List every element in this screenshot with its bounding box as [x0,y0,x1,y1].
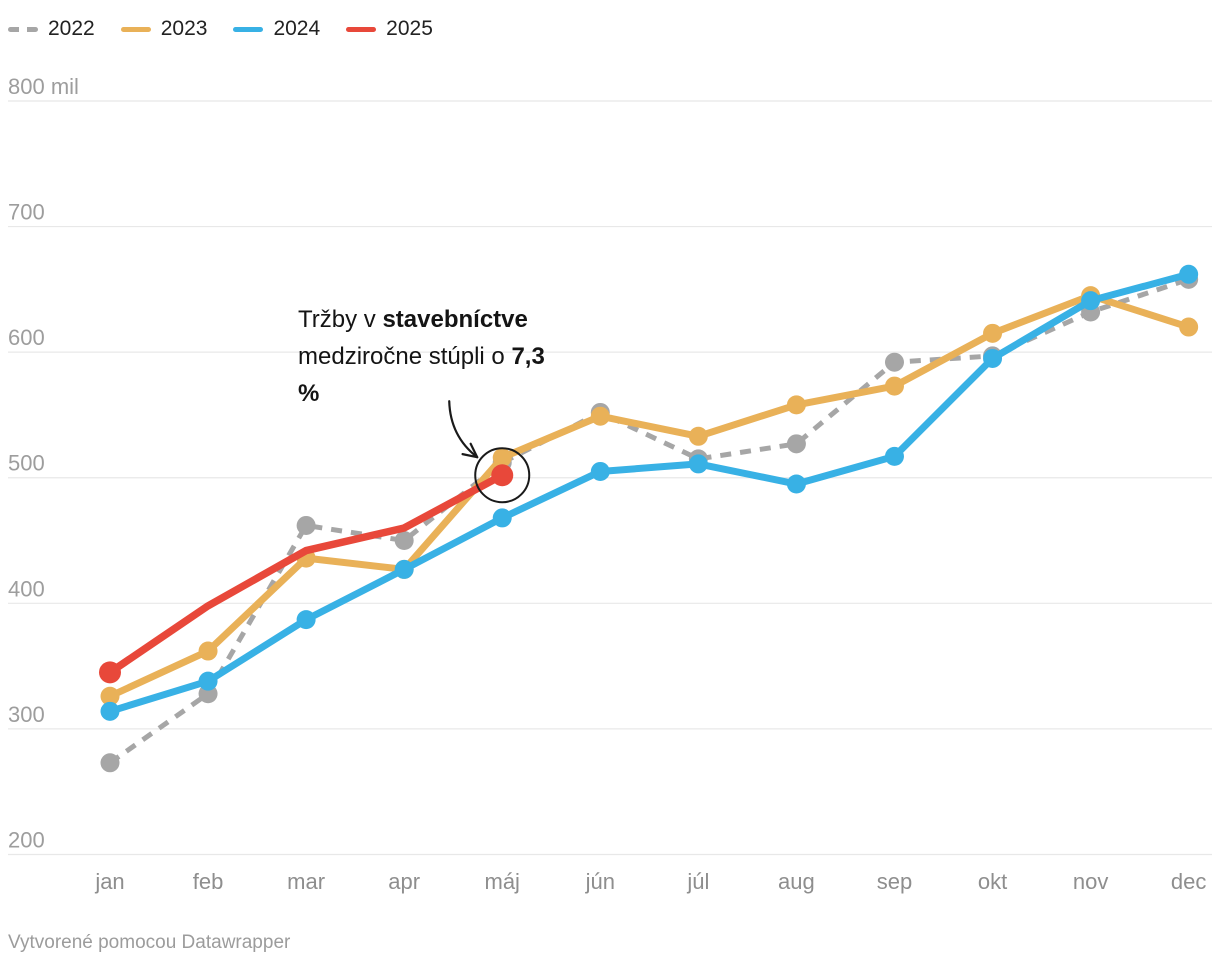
y-axis-label: 800 mil [8,74,79,99]
legend-swatch-2025 [346,26,377,32]
y-axis-label: 500 [8,451,45,476]
data-point-2024-feb [198,671,218,691]
data-point-2024-aug [786,474,806,494]
annotation-segment: 7,3 [511,343,545,370]
data-point-2022-aug [786,434,806,454]
annotation-segment: Tržby v [298,306,383,333]
data-point-2023-jan [100,686,120,706]
y-axis-label: 200 [8,827,45,852]
annotation-text: Tržby v stavebníctve medziročne stúpli o … [298,301,598,412]
legend-item-2024: 2024 [233,17,320,41]
data-point-2022-apr [394,531,414,551]
annotation-arrowhead [461,442,479,459]
data-point-2024-jún [590,461,610,481]
data-point-2024-sep [884,446,904,466]
annotation-arrow [448,400,479,459]
data-point-2023-dec [1179,317,1199,337]
series-line-2024 [106,270,1193,715]
series-line-2023 [106,292,1193,700]
data-point-2023-sep [884,376,904,396]
data-point-2022-jan [100,753,120,773]
legend-label: 2024 [273,17,321,40]
annotation-segment: % [298,380,320,407]
data-point-2024-nov [1081,291,1101,311]
data-point-2023-júl [688,426,708,446]
x-axis-label: sep [877,869,912,894]
x-axis-label: jan [94,869,124,894]
legend-item-2023: 2023 [120,17,208,41]
annotation-line: % [298,375,598,412]
data-point-2024-júl [688,454,708,474]
legend-item-2025: 2025 [346,17,433,41]
annotation-segment: medziročne stúpli o [298,343,512,370]
data-point-2025-jan [99,661,121,684]
data-point-2025-máj [491,464,514,487]
legend-label: 2023 [160,17,208,40]
y-axis-label: 300 [8,702,45,727]
x-axis-label: apr [388,869,420,894]
annotation-circle [474,447,531,504]
x-axis-label: mar [287,869,325,894]
x-axis-label: okt [978,869,1007,894]
series-line-2025 [106,471,506,677]
y-axis-label: 700 [8,200,45,225]
series-2024 [100,264,1199,721]
x-axis-label: máj [485,869,520,894]
annotation-line: medziročne stúpli o 7,3 [298,338,598,375]
x-axis-label: jún [585,869,615,894]
annotation-line: Tržby v stavebníctve [298,301,598,338]
x-axis-label: nov [1073,869,1108,894]
data-point-2024-mar [296,610,316,630]
data-point-2024-jan [100,701,120,721]
data-point-2023-feb [198,641,218,661]
x-axis-label: feb [193,869,224,894]
x-axis-label: dec [1171,869,1206,894]
data-point-2024-apr [394,559,414,579]
legend-label: 2022 [48,17,95,40]
data-point-2023-máj [492,448,512,468]
data-point-2024-okt [983,348,1003,368]
legend-swatch-2023 [120,26,151,32]
x-axis-label: aug [778,869,815,894]
legend-swatch-2022 [8,26,38,32]
annotation-segment: stavebníctve [382,306,528,333]
datawrapper-credit: Vytvorené pomocou Datawrapper [8,932,291,953]
data-point-2023-jún [590,406,610,426]
legend-item-2022: 2022 [8,17,95,41]
series-2022 [100,269,1199,773]
legend: 2022 2023 2024 2025 [8,17,433,41]
data-point-2023-aug [786,395,806,415]
series-2025 [99,464,514,684]
legend-label: 2025 [386,17,433,40]
legend-swatch-2024 [233,26,264,32]
data-point-2023-okt [983,323,1003,343]
y-axis-label: 400 [8,576,45,601]
y-axis-label: 600 [8,325,45,350]
data-point-2022-mar [296,515,316,535]
data-point-2024-máj [492,508,512,528]
data-point-2024-dec [1179,264,1199,284]
data-point-2022-sep [884,352,904,372]
x-axis-label: júl [686,869,709,894]
